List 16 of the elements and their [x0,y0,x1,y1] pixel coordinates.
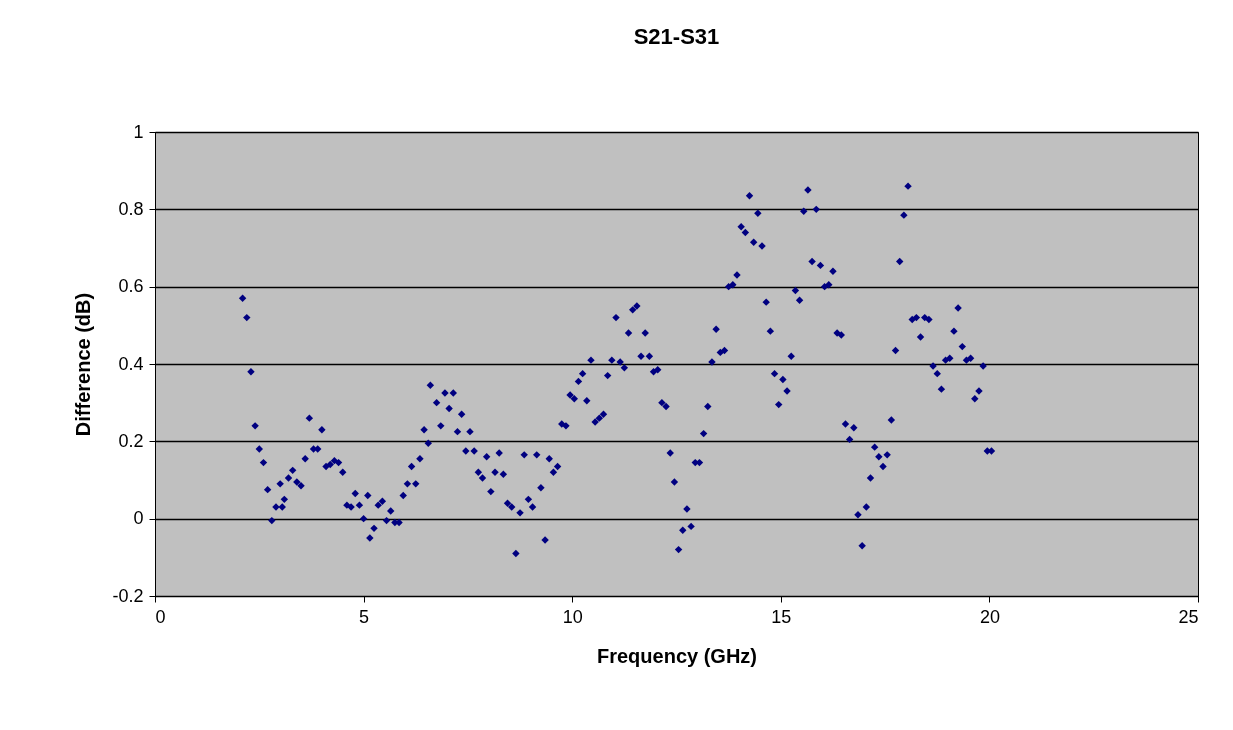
y-tick-label: 0.4 [118,353,144,374]
y-axis-title: Difference (dB) [72,292,95,437]
y-tick-label: 1 [133,121,144,142]
y-tick-label: 0.8 [118,198,144,219]
x-tick-label: 20 [979,606,1000,627]
x-tick-label: 10 [562,606,583,627]
y-tick-label: 0.2 [118,430,144,451]
y-tick-label: 0 [133,508,144,529]
chart-title: S21-S31 [633,24,720,49]
y-tick-label: -0.2 [112,585,144,606]
x-tick-label: 25 [1178,606,1199,627]
x-axis-title: Frequency (GHz) [596,644,758,667]
x-tick-label: 5 [359,606,370,627]
x-tick-label: 0 [155,606,166,627]
x-tick-label: 15 [771,606,792,627]
y-tick-label: 0.6 [118,276,144,297]
